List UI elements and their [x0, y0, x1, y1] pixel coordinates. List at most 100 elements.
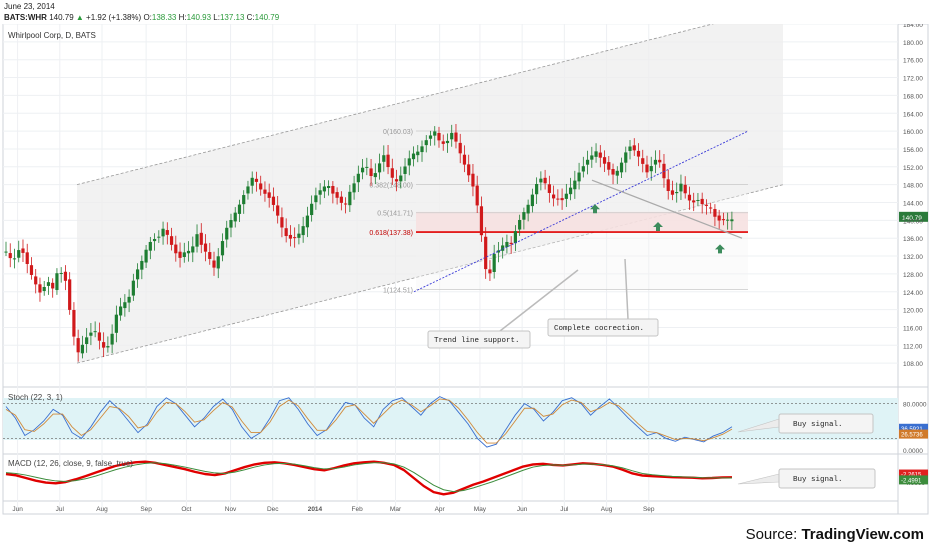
candle-body — [564, 193, 568, 199]
candle-body — [522, 212, 526, 220]
chart-date: June 23, 2014 — [4, 2, 55, 11]
candle-body — [182, 252, 186, 258]
price-tick-label: 184.00 — [903, 24, 923, 29]
candle-body — [373, 173, 377, 178]
candle-body — [331, 186, 335, 194]
candle-body — [403, 166, 407, 174]
price-tick-label: 180.00 — [903, 40, 923, 47]
price-tick-label: 136.00 — [903, 236, 923, 243]
candle-body — [458, 142, 462, 154]
candle-body — [55, 273, 59, 291]
fib-level-label: 1(124.51) — [383, 287, 413, 294]
time-tick-label: Aug — [601, 506, 613, 513]
stoch-tick-label: 80.0000 — [903, 402, 927, 409]
price-tick-label: 168.00 — [903, 93, 923, 100]
price-chart[interactable]: 0(160.03) 0.382(148.00) 0.5(141.71) 0.618(1… — [0, 24, 932, 524]
candle-body — [653, 159, 658, 165]
buy-arrow-icon — [715, 244, 725, 254]
channel-upper-line — [76, 24, 715, 186]
candle-body — [692, 200, 696, 203]
candle-body — [34, 276, 38, 285]
price-tick-label: 152.00 — [903, 165, 923, 172]
candle-body — [242, 195, 246, 205]
price-tick-label: 132.00 — [903, 254, 923, 261]
callout-text: Buy signal. — [793, 421, 843, 429]
symbol: BATS:WHR — [4, 13, 47, 22]
last-price-tag — [899, 211, 928, 222]
candle-body — [17, 250, 21, 258]
candle-body — [293, 237, 297, 239]
annotation-box — [547, 318, 659, 337]
candle-body — [577, 172, 581, 182]
candle-body — [594, 151, 598, 157]
price-channel — [77, 24, 783, 364]
candle-body — [208, 252, 212, 259]
candle-body — [8, 253, 12, 259]
candle-body — [675, 192, 679, 194]
source-brand: TradingView.com — [801, 526, 924, 543]
candle-body — [399, 175, 403, 182]
candle-body — [271, 196, 276, 205]
candle-body — [607, 162, 611, 170]
candle-body — [310, 203, 314, 216]
candle-body — [568, 187, 573, 195]
candle-body — [148, 241, 152, 251]
candle-body — [288, 234, 293, 239]
candle-body — [352, 183, 356, 193]
candle-body — [59, 272, 63, 274]
candle-body — [263, 189, 267, 194]
candle-body — [369, 168, 373, 177]
candle-body — [203, 243, 208, 252]
candle-body — [250, 177, 254, 186]
candle-body — [191, 246, 195, 253]
candle-body — [195, 234, 199, 247]
high-value: 140.93 — [186, 13, 212, 22]
candle-body — [687, 194, 692, 201]
price-tick-label: 124.00 — [903, 290, 923, 297]
candle-body — [254, 178, 259, 182]
candle-body — [365, 166, 369, 168]
candle-body — [619, 162, 624, 173]
candle-body — [437, 132, 441, 141]
candle-body — [161, 228, 165, 237]
candle-body — [679, 183, 683, 192]
candle-body — [462, 154, 467, 165]
price-tick-label: 116.00 — [903, 325, 923, 332]
candle-body — [4, 251, 8, 253]
candle-body — [467, 164, 471, 176]
candle-body — [386, 154, 390, 168]
fib-level-label: 0.5(141.71) — [377, 211, 413, 218]
candle-body — [615, 170, 619, 176]
candle-body — [89, 332, 93, 336]
annotation-text: Complete cocrection. — [554, 325, 644, 333]
candle-body — [186, 250, 191, 254]
candle-body — [216, 256, 220, 269]
callout-box — [778, 468, 876, 489]
time-tick-label: Jul — [56, 506, 65, 513]
time-tick-label: Oct — [181, 506, 191, 513]
candle-body — [80, 344, 85, 354]
candle-body — [131, 280, 135, 296]
open-value: 138.33 — [151, 13, 177, 22]
candle-body — [102, 342, 106, 348]
candle-body — [501, 245, 505, 251]
price-tick-label: 140.00 — [903, 218, 923, 225]
legend-title: Whirlpool Corp, D, BATS — [8, 31, 96, 40]
candle-body — [433, 131, 437, 136]
candle-body — [68, 279, 72, 310]
macd-line — [5, 462, 733, 493]
candle-body — [518, 219, 522, 230]
stoch-line — [5, 398, 733, 444]
candle-body — [526, 204, 530, 214]
candle-body — [38, 284, 42, 293]
candle-body — [411, 153, 416, 160]
candle-body — [344, 203, 348, 205]
time-tick-label: Aug — [96, 506, 108, 513]
candle-body — [479, 206, 484, 236]
candle-body — [301, 226, 305, 236]
candle-body — [284, 228, 288, 237]
candle-body — [539, 178, 543, 183]
candle-body — [12, 258, 17, 260]
quote-line: BATS:WHR 140.79 ▲ +1.92 (+1.38%) O:138.3… — [4, 13, 280, 22]
candle-body — [314, 195, 318, 203]
